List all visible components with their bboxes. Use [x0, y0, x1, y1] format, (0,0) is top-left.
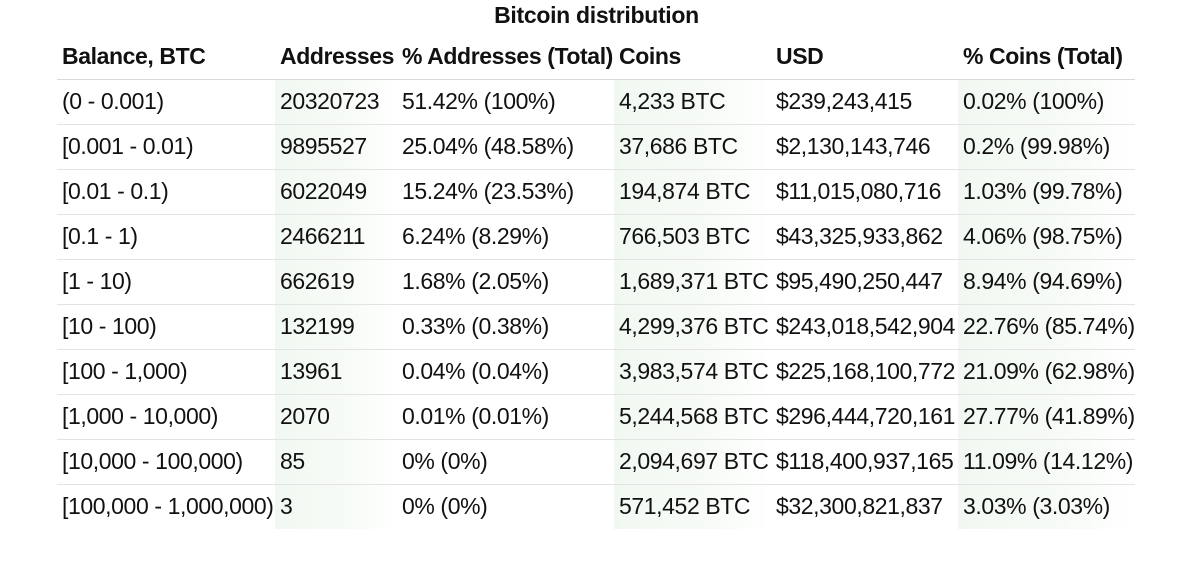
coins-cell: 1,689,371 BTC	[614, 259, 771, 305]
usd-cell: $296,444,720,161	[771, 394, 958, 440]
coins-cell: 5,244,568 BTC	[614, 394, 771, 440]
coins-cell: 571,452 BTC	[614, 484, 771, 529]
usd-cell: $243,018,542,904	[771, 304, 958, 350]
pct-addresses-cell: 15.24% (23.53%)	[397, 169, 614, 215]
pct-addresses-cell: 0.33% (0.38%)	[397, 304, 614, 350]
table-row: [10,000 - 100,000) 85 0% (0%) 2,094,697 BTC…	[57, 439, 1135, 485]
usd-cell: $239,243,415	[771, 79, 958, 125]
usd-cell: $95,490,250,447	[771, 259, 958, 305]
coins-cell: 194,874 BTC	[614, 169, 771, 215]
pct-addresses-cell: 6.24% (8.29%)	[397, 214, 614, 260]
addresses-cell: 9895527	[275, 124, 397, 170]
usd-cell: $2,130,143,746	[771, 124, 958, 170]
table-row: [1 - 10) 662619 1.68% (2.05%) 1,689,371 BTC…	[57, 259, 1135, 305]
pct-addresses-cell: 1.68% (2.05%)	[397, 259, 614, 305]
pct-addresses-cell: 0% (0%)	[402, 493, 488, 520]
table-row: [1,000 - 10,000) 2070 0.01% (0.01%) 5,244,5…	[57, 394, 1135, 440]
usd-cell: $225,168,100,772	[771, 349, 958, 395]
coins-cell: 2,094,697 BTC	[614, 439, 771, 485]
header-balance: Balance, BTC	[57, 34, 275, 80]
header-row: Balance, BTC Addresses % Addresses (Tota…	[57, 34, 1135, 80]
pct-addresses-cell: 25.04% (48.58%)	[397, 124, 614, 170]
pct-coins-cell: 11.09% (14.12%)	[958, 439, 1135, 485]
addresses-cell: 2466211	[275, 214, 397, 260]
addresses-cell: 85	[275, 439, 397, 485]
pct-coins-cell: 21.09% (62.98%)	[958, 349, 1135, 395]
usd-cell: $118,400,937,165	[771, 439, 958, 485]
table-row: [0.01 - 0.1) 6022049 15.24% (23.53%) 194,87…	[57, 169, 1135, 215]
addresses-cell: 6022049	[275, 169, 397, 215]
pct-coins-cell: 8.94% (94.69%)	[958, 259, 1135, 305]
table-row: [0.1 - 1) 2466211 6.24% (8.29%) 766,503 BTC…	[57, 214, 1135, 260]
table-row: [100 - 1,000) 13961 0.04% (0.04%) 3,983,574…	[57, 349, 1135, 395]
header-pct-addresses: % Addresses (Total)	[397, 34, 614, 80]
coins-cell: 4,299,376 BTC	[614, 304, 771, 350]
pct-coins-cell: 22.76% (85.74%)	[958, 304, 1135, 350]
pct-coins-cell: 0.02% (100%)	[958, 79, 1135, 125]
coins-cell: 37,686 BTC	[614, 124, 771, 170]
pct-coins-cell: 4.06% (98.75%)	[958, 214, 1135, 260]
balance-cell: [0.01 - 0.1)	[57, 169, 275, 215]
balance-cell: [10 - 100)	[57, 304, 275, 350]
balance-cell: [1 - 10)	[57, 259, 275, 305]
addresses-cell: 3	[275, 484, 397, 529]
coins-cell: 766,503 BTC	[614, 214, 771, 260]
pct-addresses-cell: 0.04% (0.04%)	[397, 349, 614, 395]
header-usd: USD	[771, 34, 958, 80]
addresses-cell: 20320723	[275, 79, 397, 125]
header-pct-coins: % Coins (Total)	[958, 34, 1135, 80]
pct-coins-cell: 27.77% (41.89%)	[958, 394, 1135, 440]
coins-cell: 3,983,574 BTC	[614, 349, 771, 395]
table-header: Balance, BTC Addresses % Addresses (Tota…	[57, 34, 1135, 80]
pct-addresses-cell: 51.42% (100%)	[397, 79, 614, 125]
balance-cell: [1,000 - 10,000)	[57, 394, 275, 440]
usd-cell: $11,015,080,716	[771, 169, 958, 215]
header-coins: Coins	[614, 34, 771, 80]
coins-cell: 4,233 BTC	[614, 79, 771, 125]
balance-cell: [0.001 - 0.01)	[57, 124, 275, 170]
table-row: [10 - 100) 132199 0.33% (0.38%) 4,299,376 B…	[57, 304, 1135, 350]
pct-addresses-cell: 0% (0%)	[397, 439, 614, 485]
table-row: (0 - 0.001) 20320723 51.42% (100%) 4,233 BT…	[57, 79, 1135, 125]
balance-cell: [100 - 1,000)	[57, 349, 275, 395]
balance-cell: [100,000 - 1,000,000)	[62, 493, 274, 520]
usd-cell: $43,325,933,862	[771, 214, 958, 260]
table-title: Bitcoin distribution	[494, 2, 699, 28]
table-row: [100,000 - 1,000,000) 3 0% (0%) 571,452 BTC…	[57, 484, 1135, 529]
pct-coins-cell: 1.03% (99.78%)	[958, 169, 1135, 215]
balance-cell: [0.1 - 1)	[57, 214, 275, 260]
pct-coins-cell: 3.03% (3.03%)	[958, 484, 1135, 529]
table-body: (0 - 0.001) 20320723 51.42% (100%) 4,233 BT…	[57, 79, 1135, 529]
addresses-cell: 13961	[275, 349, 397, 395]
balance-cell: (0 - 0.001)	[57, 79, 275, 125]
pct-addresses-cell: 0.01% (0.01%)	[397, 394, 614, 440]
header-addresses: Addresses	[275, 34, 397, 80]
balance-cell: [10,000 - 100,000)	[57, 439, 275, 485]
table-row: [0.001 - 0.01) 9895527 25.04% (48.58%) 37,6…	[57, 124, 1135, 170]
pct-coins-cell: 0.2% (99.98%)	[958, 124, 1135, 170]
addresses-cell: 2070	[275, 394, 397, 440]
bitcoin-distribution-table: Balance, BTC Addresses % Addresses (Tota…	[57, 34, 1135, 529]
addresses-cell: 662619	[275, 259, 397, 305]
addresses-cell: 132199	[275, 304, 397, 350]
usd-cell: $32,300,821,837	[776, 493, 943, 520]
